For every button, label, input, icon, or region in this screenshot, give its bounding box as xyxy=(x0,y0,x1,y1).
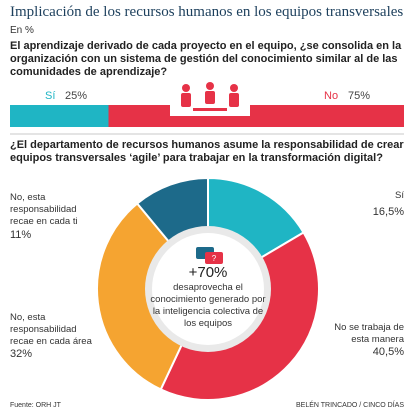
legend-label: No xyxy=(324,90,338,102)
title: Implicación de los recursos humanos en l… xyxy=(10,4,404,20)
annotation-value: +70% xyxy=(188,264,228,281)
center-disc xyxy=(152,233,264,345)
people-icon xyxy=(170,82,250,116)
value-label: 75% xyxy=(348,90,370,102)
source: Fuente: ORH JT xyxy=(10,402,61,409)
annotation-text: desaprovecha el conocimiento generado po… xyxy=(150,282,266,329)
question: ¿El departamento de recursos humanos asu… xyxy=(10,139,404,164)
speech-icon: ? xyxy=(196,247,223,264)
subtitle: En % xyxy=(10,25,34,36)
value-label: 16,5% xyxy=(372,206,404,218)
donut-chart xyxy=(96,176,320,401)
category-label: Sí xyxy=(395,190,404,201)
credit: BELÉN TRINCADO / CINCO DÍAS xyxy=(295,402,404,409)
value-label: 32% xyxy=(10,348,33,360)
question: El aprendizaje derivado de cada proyecto… xyxy=(10,40,402,78)
value-label: 11% xyxy=(10,229,32,241)
category-label: No, esta responsabilidad recae en cada t… xyxy=(10,192,78,227)
svg-text:?: ? xyxy=(212,254,217,263)
bar-segment xyxy=(108,105,404,127)
category-label: No, esta responsabilidad recae en cada á… xyxy=(10,312,92,347)
value-label: 40,5% xyxy=(372,346,404,358)
bar-segment xyxy=(10,105,109,127)
category-label: No se trabaja de esta manera xyxy=(334,322,404,345)
value-label: 25% xyxy=(65,90,87,102)
legend-label: Sí xyxy=(45,90,55,102)
